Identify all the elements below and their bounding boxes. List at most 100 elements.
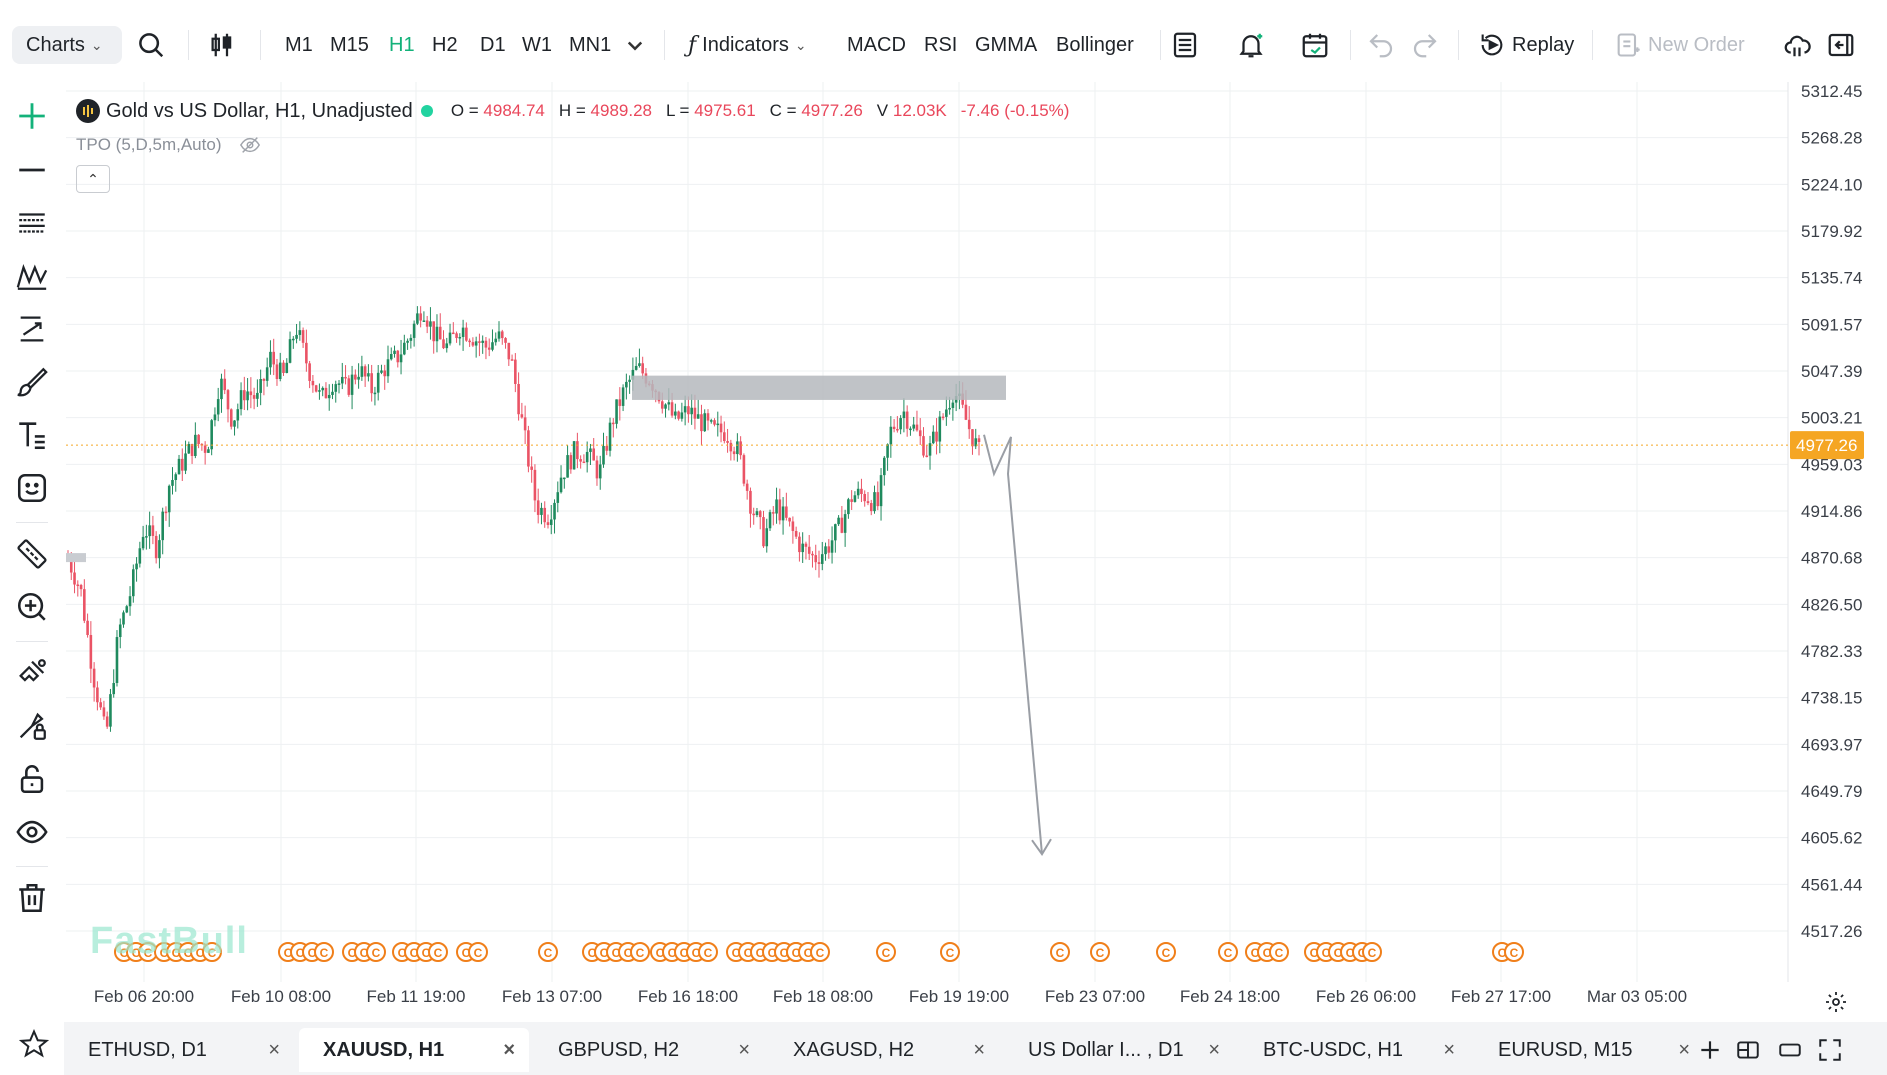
unlock-icon[interactable] xyxy=(12,759,52,799)
chart-tab-label: XAUUSD, H1 xyxy=(323,1038,445,1061)
candle-down xyxy=(262,379,266,381)
visibility-eye-icon[interactable] xyxy=(12,812,52,852)
favorites-star-icon[interactable] xyxy=(14,1024,54,1064)
redo-icon[interactable] xyxy=(1408,28,1442,62)
ruler-measure-tool-icon[interactable] xyxy=(12,534,52,574)
trend-line-tool-icon[interactable] xyxy=(12,150,52,190)
close-tab-icon[interactable]: × xyxy=(738,1038,750,1061)
indicator-macd-button[interactable]: MACD xyxy=(847,26,906,64)
chart-tab[interactable]: EURUSD, M15 × xyxy=(1474,1028,1704,1072)
candle-up xyxy=(177,458,181,475)
timeframe-mn1[interactable]: MN1 xyxy=(569,33,612,56)
charts-label: Charts xyxy=(26,33,85,56)
candle-down xyxy=(798,536,801,553)
ohlc-low: L = 4975.61 xyxy=(666,101,756,120)
y-tick-label: 4782.33 xyxy=(1801,642,1862,661)
emoji-sticker-tool-icon[interactable] xyxy=(12,468,52,508)
candle-up xyxy=(615,399,618,424)
fullscreen-icon[interactable] xyxy=(1814,1034,1846,1066)
bollinger-label: Bollinger xyxy=(1056,33,1134,56)
zoom-in-icon[interactable] xyxy=(12,587,52,627)
parallel-channel-tool-icon[interactable] xyxy=(12,203,52,243)
replay-button[interactable]: Replay xyxy=(1478,26,1574,64)
eye-hidden-icon[interactable] xyxy=(239,134,261,156)
indicator-bollinger-button[interactable]: Bollinger xyxy=(1056,26,1134,64)
close-tab-icon[interactable]: × xyxy=(268,1038,280,1061)
collapse-legend-button[interactable]: ⌃ xyxy=(76,165,110,193)
candle-down xyxy=(344,376,347,379)
indicator-gmma-button[interactable]: GMMA xyxy=(975,26,1037,64)
indicators-button[interactable]: ƒ Indicators ⌄ xyxy=(688,26,807,64)
lock-drawings-icon[interactable] xyxy=(12,706,52,746)
chart-tab[interactable]: GBPUSD, H2 × xyxy=(534,1028,764,1072)
undo-icon[interactable] xyxy=(1364,28,1398,62)
economic-event-marker xyxy=(538,942,558,962)
close-tab-icon[interactable]: × xyxy=(1443,1038,1455,1061)
candle-down xyxy=(791,521,795,531)
chart-settings-gear-icon[interactable] xyxy=(1820,986,1852,1018)
single-layout-icon[interactable] xyxy=(1774,1034,1806,1066)
text-tool-icon[interactable] xyxy=(12,415,52,455)
candle-up xyxy=(256,392,259,399)
chart-tab[interactable]: XAGUSD, H2 × xyxy=(769,1028,999,1072)
x-tick-label: Feb 23 07:00 xyxy=(1045,987,1145,1006)
candle-down xyxy=(533,469,537,501)
candle-down xyxy=(500,331,504,339)
resistance-zone xyxy=(632,375,1006,400)
new-order-button[interactable]: New Order xyxy=(1614,26,1745,64)
price-chart[interactable]: 5312.45 5268.28 5224.10 5179.92 5135.74 5091.… xyxy=(66,82,1887,1012)
candle-up xyxy=(321,387,324,391)
chart-area[interactable]: 5312.45 5268.28 5224.10 5179.92 5135.74 5091.… xyxy=(66,82,1887,1012)
close-tab-icon[interactable]: × xyxy=(973,1038,985,1061)
chart-tab-label: EURUSD, M15 xyxy=(1498,1038,1633,1061)
timeframe-h1[interactable]: H1 xyxy=(389,33,415,56)
chart-tab[interactable]: XAUUSD, H1 × xyxy=(299,1028,529,1072)
calendar-icon[interactable] xyxy=(1298,28,1332,62)
symbol-title[interactable]: Gold vs US Dollar, H1, Unadjusted xyxy=(106,99,413,122)
candle-down xyxy=(719,423,723,433)
brush-tool-icon[interactable] xyxy=(12,362,52,402)
collapse-panel-icon[interactable] xyxy=(1824,28,1858,62)
add-tab-icon[interactable] xyxy=(1694,1034,1726,1066)
timeframe-m15[interactable]: M15 xyxy=(330,33,369,56)
candle-up xyxy=(220,378,223,400)
timeframe-d1[interactable]: D1 xyxy=(480,33,506,56)
y-tick-label: 4649.79 xyxy=(1801,782,1862,801)
timeframe-more-chevron-icon[interactable] xyxy=(618,28,652,62)
crosshair-tool-icon[interactable] xyxy=(12,96,52,136)
alert-bell-icon[interactable] xyxy=(1234,28,1268,62)
candle-up xyxy=(298,330,302,335)
candle-down xyxy=(347,378,351,395)
layout-template-icon[interactable] xyxy=(1168,28,1202,62)
candle-down xyxy=(850,499,853,502)
indicator-rsi-button[interactable]: RSI xyxy=(924,26,957,64)
candlestick-type-icon[interactable] xyxy=(205,28,239,62)
tpo-indicator-row[interactable]: TPO (5,D,5m,Auto) xyxy=(76,134,261,156)
pattern-tool-icon[interactable] xyxy=(12,256,52,296)
chart-tab[interactable]: ETHUSD, D1 × xyxy=(64,1028,294,1072)
economic-event-marker-label: C xyxy=(360,946,369,960)
charts-menu-button[interactable]: Charts ⌄ xyxy=(12,26,122,64)
candle-down xyxy=(527,430,530,467)
economic-event-marker-label: C xyxy=(1224,946,1233,960)
trash-delete-icon[interactable] xyxy=(12,878,52,918)
candle-up xyxy=(367,373,370,377)
timeframe-m1[interactable]: M1 xyxy=(285,33,313,56)
search-icon[interactable] xyxy=(134,28,168,62)
chart-tab[interactable]: US Dollar I... , D1 × xyxy=(1004,1028,1234,1072)
split-layout-icon[interactable] xyxy=(1732,1034,1764,1066)
ohlc-high: H = 4989.28 xyxy=(558,101,652,120)
chart-tab-label: US Dollar I... , D1 xyxy=(1028,1038,1184,1061)
close-tab-icon[interactable]: × xyxy=(1678,1038,1690,1061)
timeframe-h2[interactable]: H2 xyxy=(432,33,458,56)
close-tab-icon[interactable]: × xyxy=(503,1038,515,1061)
cloud-sync-icon[interactable] xyxy=(1780,28,1814,62)
candle-up xyxy=(132,569,135,597)
candle-up xyxy=(135,563,138,570)
magnet-tool-icon[interactable] xyxy=(12,653,52,693)
close-tab-icon[interactable]: × xyxy=(1208,1038,1220,1061)
timeframe-w1[interactable]: W1 xyxy=(522,33,552,56)
candle-down xyxy=(762,517,765,547)
chart-tab[interactable]: BTC-USDC, H1 × xyxy=(1239,1028,1469,1072)
fibonacci-tool-icon[interactable] xyxy=(12,309,52,349)
